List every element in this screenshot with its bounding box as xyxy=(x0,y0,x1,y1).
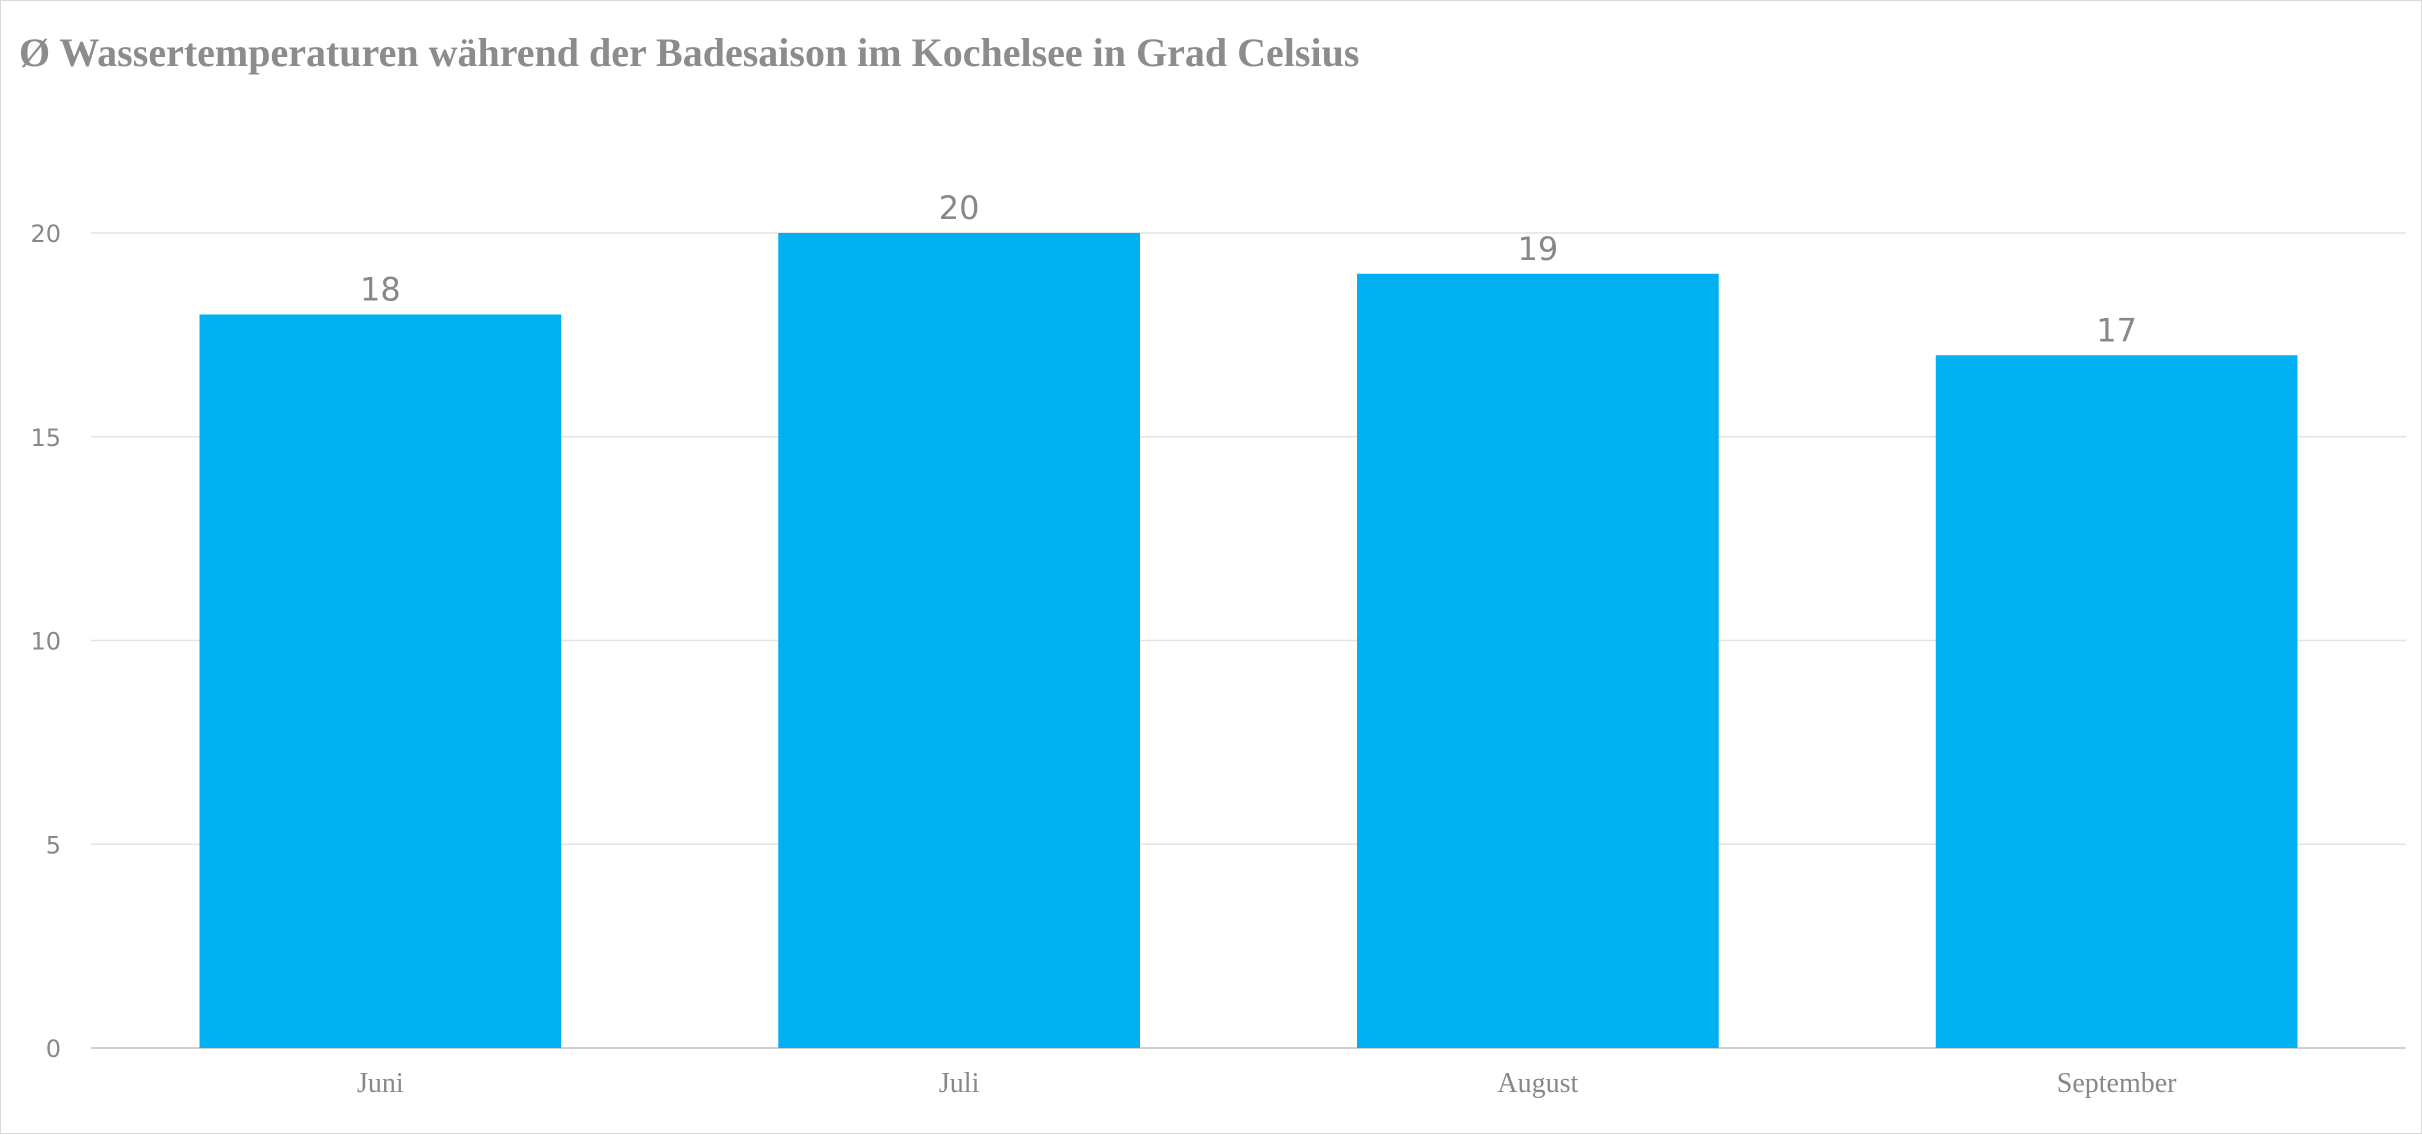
x-tick-label: Juli xyxy=(939,1068,980,1099)
bar xyxy=(1935,355,2298,1048)
x-tick-label: September xyxy=(2057,1068,2177,1099)
bar xyxy=(199,314,562,1048)
data-label: 20 xyxy=(939,189,980,227)
y-tick-label: 20 xyxy=(30,220,61,248)
y-tick-label: 15 xyxy=(30,424,61,452)
bar xyxy=(1357,273,1719,1048)
y-tick-label: 0 xyxy=(46,1035,61,1063)
data-label: 17 xyxy=(2096,311,2137,349)
data-label: 19 xyxy=(1518,230,1559,268)
y-tick-label: 5 xyxy=(46,831,61,859)
bar xyxy=(778,233,1140,1048)
chart-title: Ø Wassertemperaturen während der Badesai… xyxy=(19,30,1360,75)
data-label: 18 xyxy=(360,271,401,309)
x-tick-label: August xyxy=(1497,1068,1578,1099)
x-tick-label: Juni xyxy=(357,1068,404,1099)
y-tick-label: 10 xyxy=(30,628,61,656)
